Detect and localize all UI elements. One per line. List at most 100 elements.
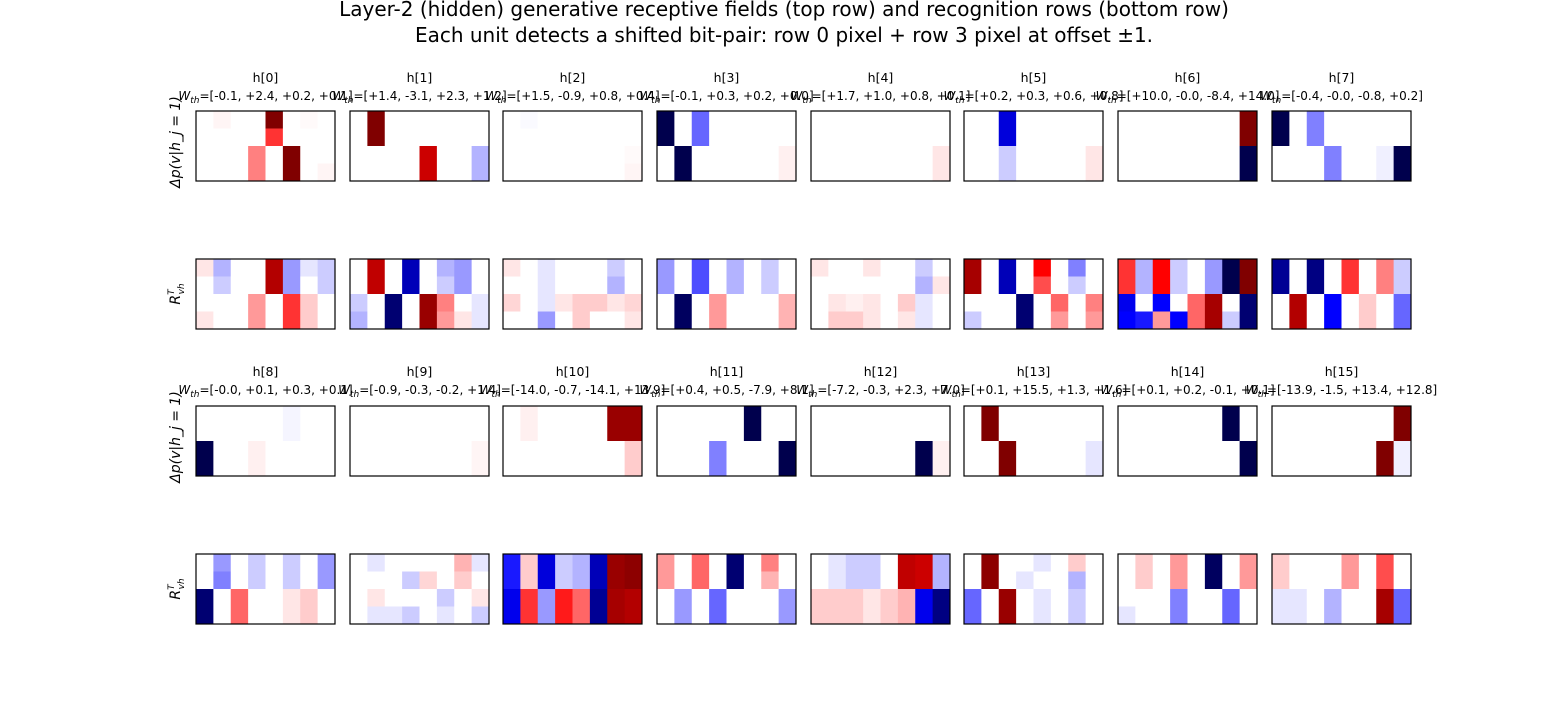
generative-field-0-cell (196, 111, 214, 129)
generative-field-14-cell (1135, 406, 1154, 424)
recognition-field-5-cell (1033, 294, 1052, 312)
generative-field-4-cell (915, 111, 934, 129)
unit-label-15: h[15] (1325, 364, 1359, 379)
recognition-field-5-cell (1068, 259, 1087, 277)
recognition-field-1-cell (454, 259, 473, 277)
generative-field-10-cell (503, 441, 521, 459)
recognition-field-14-cell (1222, 571, 1241, 590)
generative-field-8-frame (195, 405, 336, 477)
generative-field-11-cell (657, 406, 675, 424)
recognition-row-label-0: RTvh (167, 283, 187, 305)
recognition-field-6-cell (1152, 294, 1171, 312)
generative-field-2-cell (624, 146, 643, 164)
recognition-field-7-cell (1306, 276, 1325, 295)
recognition-field-15-cell (1272, 554, 1290, 572)
generative-field-3-cell (691, 128, 710, 147)
recognition-field-11-cell (709, 589, 727, 607)
generative-field-5-cell (1016, 111, 1034, 129)
generative-field-2-cell (537, 146, 556, 164)
generative-field-8-cell (213, 458, 232, 477)
recognition-field-6-cell (1170, 276, 1188, 295)
generative-field-15-cell (1289, 458, 1308, 477)
generative-field-13-cell (981, 423, 1000, 442)
generative-field-6-cell (1170, 128, 1188, 147)
generative-field-13-cell (1033, 458, 1052, 477)
generative-field-15-cell (1272, 406, 1290, 424)
recognition-field-13-cell (998, 606, 1017, 625)
generative-field-7-cell (1272, 128, 1290, 147)
weight-label-5: Wth=[+0.2, +0.3, +0.6, +0.8] (944, 89, 1124, 106)
recognition-field-2-cell (572, 311, 591, 330)
generative-field-13-cell (964, 406, 982, 424)
recognition-field-2-cell (607, 259, 626, 277)
generative-field-0-cell (265, 111, 284, 129)
generative-field-5-cell (1068, 163, 1087, 182)
generative-field-14-cell (1187, 458, 1206, 477)
generative-field-6-cell (1222, 111, 1241, 129)
generative-field-1-cell (367, 146, 386, 164)
recognition-field-11-cell (743, 554, 762, 572)
generative-field-1-cell (367, 163, 386, 182)
recognition-field-0-cell (230, 276, 249, 295)
generative-field-10-cell (572, 458, 591, 477)
recognition-field-12-cell (811, 554, 829, 572)
recognition-field-4-cell (915, 259, 934, 277)
generative-field-13-cell (981, 441, 1000, 459)
recognition-field-9-cell (471, 554, 490, 572)
generative-field-15-cell (1358, 423, 1377, 442)
generative-field-8-cell (300, 406, 319, 424)
generative-field-3-cell (709, 128, 727, 147)
generative-field-7-cell (1358, 111, 1377, 129)
recognition-field-2-cell (503, 311, 521, 330)
generative-field-7-cell (1393, 163, 1412, 182)
generative-field-15-cell (1358, 458, 1377, 477)
generative-field-5-cell (1033, 146, 1052, 164)
recognition-field-4-cell (863, 259, 881, 277)
recognition-field-8-cell (265, 606, 284, 625)
recognition-field-15-cell (1289, 589, 1308, 607)
generative-field-3-cell (761, 146, 780, 164)
generative-field-1-cell (419, 111, 438, 129)
recognition-field-0-cell (300, 294, 319, 312)
weight-label-8: Wth=[-0.0, +0.1, +0.3, +0.1] (178, 383, 352, 400)
generative-field-2-cell (572, 163, 591, 182)
recognition-field-6-cell (1239, 259, 1258, 277)
generative-field-6-cell (1135, 146, 1154, 164)
generative-field-3-cell (778, 128, 797, 147)
generative-field-4-cell (880, 146, 899, 164)
generative-field-10-cell (537, 458, 556, 477)
generative-field-13-cell (1085, 458, 1104, 477)
recognition-field-6-cell (1118, 276, 1136, 295)
recognition-field-12-cell (897, 571, 916, 590)
recognition-field-15-cell (1306, 554, 1325, 572)
recognition-field-2-cell (589, 311, 608, 330)
recognition-field-3-cell (657, 259, 675, 277)
generative-field-10-cell (555, 441, 573, 459)
recognition-field-3-cell (743, 294, 762, 312)
generative-field-9-cell (454, 458, 473, 477)
generative-field-1-cell (419, 146, 438, 164)
recognition-field-6-cell (1135, 311, 1154, 330)
generative-field-0-cell (317, 128, 336, 147)
generative-field-7-cell (1393, 128, 1412, 147)
generative-field-14-cell (1118, 423, 1136, 442)
generative-field-6-cell (1187, 111, 1206, 129)
generative-field-10-cell (624, 458, 643, 477)
recognition-field-0-cell (265, 276, 284, 295)
recognition-field-11-cell (761, 554, 780, 572)
generative-field-15-cell (1341, 441, 1360, 459)
generative-field-13-cell (1016, 441, 1034, 459)
recognition-field-5-cell (1068, 294, 1087, 312)
recognition-field-11-cell (657, 589, 675, 607)
recognition-field-9-cell (384, 606, 403, 625)
recognition-field-8-cell (300, 554, 319, 572)
generative-field-9-cell (471, 458, 490, 477)
recognition-field-10-cell (503, 571, 521, 590)
recognition-field-8-cell (282, 606, 301, 625)
generative-field-12-cell (915, 458, 934, 477)
generative-field-3-cell (761, 128, 780, 147)
generative-field-9-cell (436, 406, 455, 424)
recognition-field-8-frame (195, 553, 336, 625)
generative-field-11-cell (778, 458, 797, 477)
generative-field-1-cell (471, 111, 490, 129)
